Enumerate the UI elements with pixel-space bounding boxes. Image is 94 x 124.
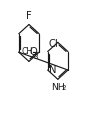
Text: 3: 3	[33, 54, 38, 60]
Text: N: N	[49, 65, 56, 75]
Text: F: F	[26, 11, 32, 21]
Text: Cl: Cl	[49, 39, 59, 49]
Text: O: O	[30, 47, 38, 57]
Text: CH: CH	[21, 47, 33, 56]
Text: 2: 2	[62, 85, 66, 91]
Text: NH: NH	[51, 83, 64, 92]
